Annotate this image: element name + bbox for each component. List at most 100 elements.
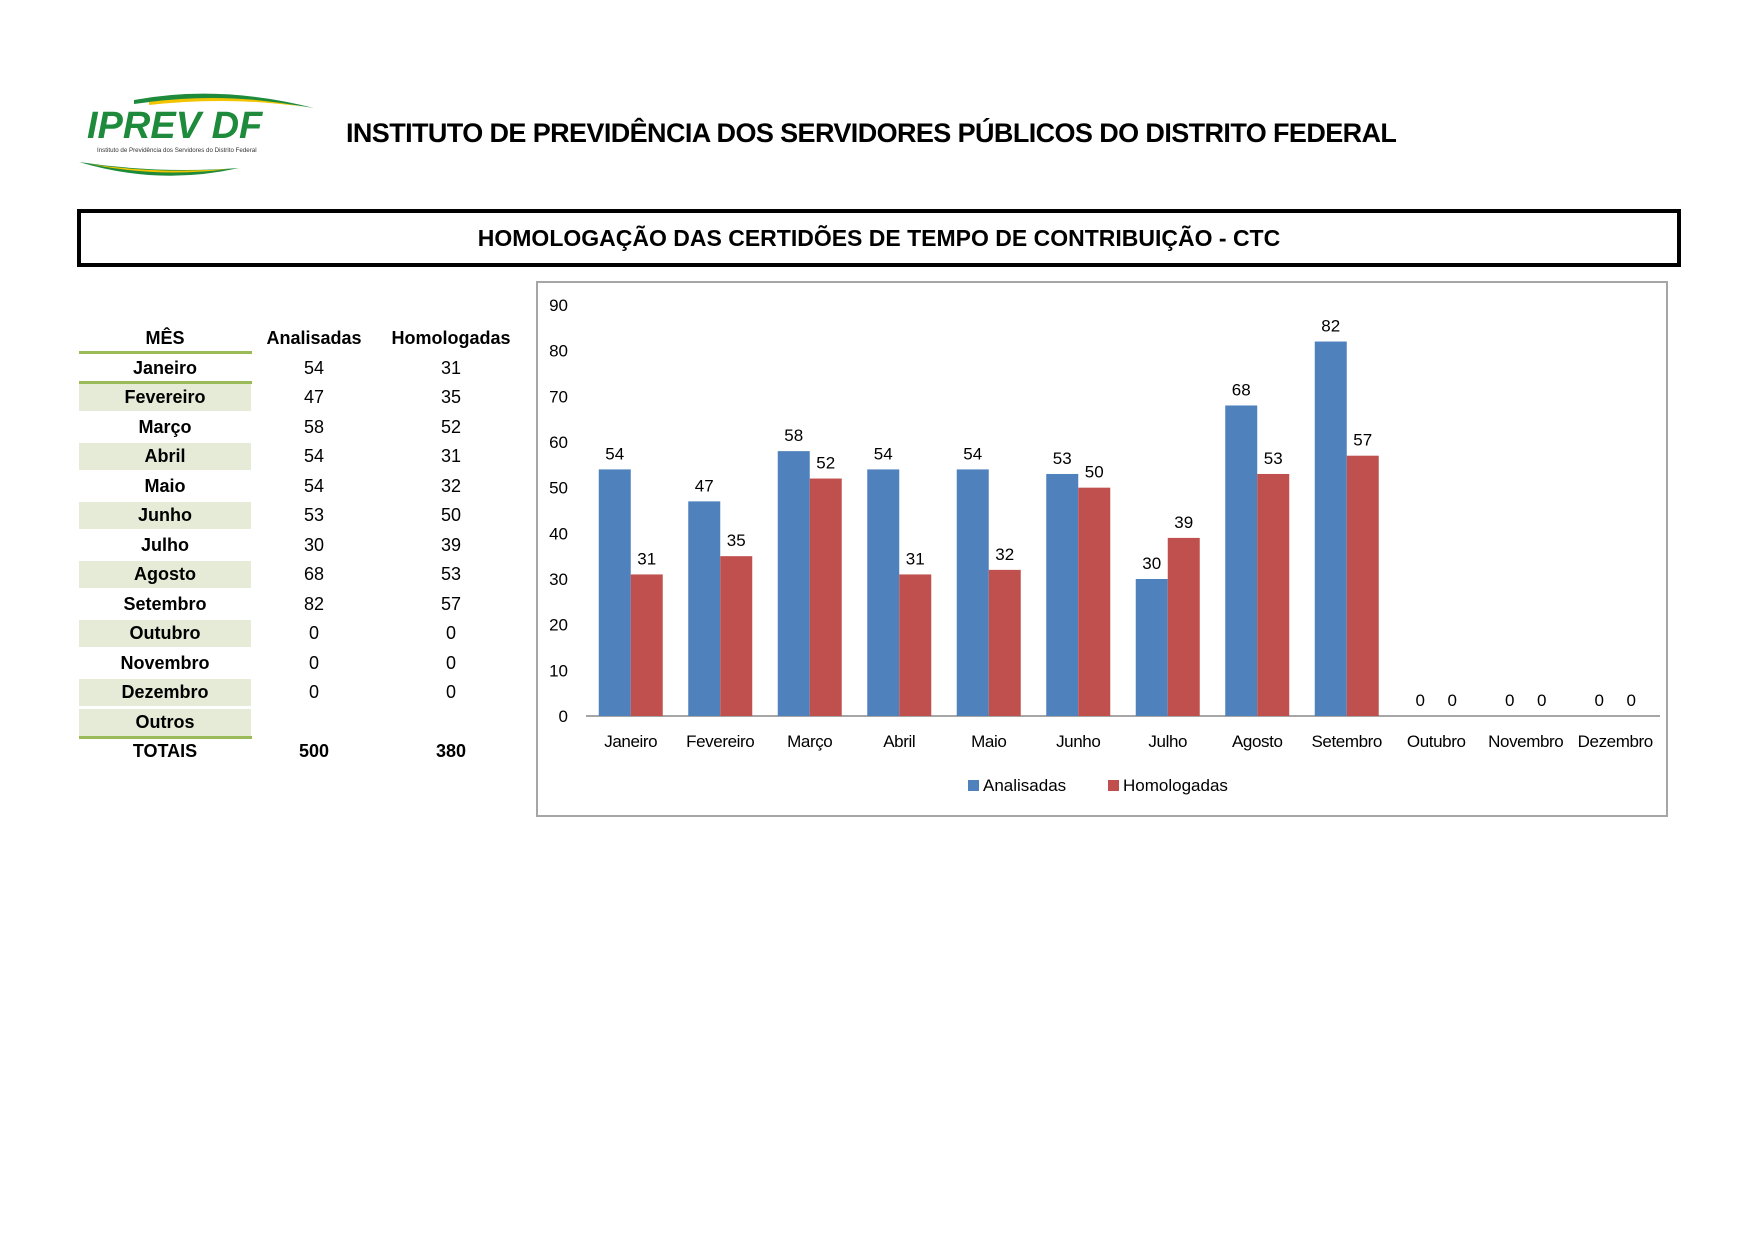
homologadas-cell: 52 bbox=[440, 416, 462, 437]
data-label: 0 bbox=[1505, 691, 1514, 710]
table-divider bbox=[79, 736, 252, 739]
bar-homologadas bbox=[1167, 537, 1200, 716]
homologadas-cell: 32 bbox=[440, 475, 462, 496]
data-label: 47 bbox=[695, 476, 714, 495]
homologadas-cell: 50 bbox=[440, 505, 462, 525]
iprev-df-logo: IPREV DF Instituto de Previdência dos Se… bbox=[79, 93, 314, 176]
x-tick-label: Agosto bbox=[1232, 732, 1283, 751]
homologadas-cell: 0 bbox=[445, 652, 456, 673]
data-label: 57 bbox=[1353, 431, 1372, 450]
analisadas-cell bbox=[255, 709, 373, 736]
y-tick-label: 70 bbox=[549, 387, 568, 406]
month-cell: Fevereiro bbox=[79, 384, 251, 411]
legend-label: Analisadas bbox=[983, 776, 1066, 795]
analisadas-cell: 54 bbox=[303, 357, 325, 378]
month-cell: Setembro bbox=[123, 593, 207, 614]
x-tick-label: Fevereiro bbox=[686, 732, 754, 751]
report-title: HOMOLOGAÇÃO DAS CERTIDÕES DE TEMPO DE CO… bbox=[477, 224, 1281, 251]
homologadas-cell: 31 bbox=[440, 357, 462, 378]
data-label: 0 bbox=[1448, 691, 1457, 710]
y-tick-label: 80 bbox=[549, 342, 568, 361]
data-label: 54 bbox=[874, 444, 893, 463]
legend-swatch-homologadas bbox=[1108, 780, 1119, 791]
month-cell: Novembro bbox=[120, 652, 210, 673]
month-cell: Junho bbox=[79, 502, 251, 529]
x-tick-label: Dezembro bbox=[1578, 732, 1653, 751]
y-tick-label: 10 bbox=[549, 661, 568, 680]
x-tick-label: Novembro bbox=[1488, 732, 1563, 751]
x-tick-label: Março bbox=[787, 732, 832, 751]
table-divider bbox=[79, 351, 252, 354]
data-label: 32 bbox=[995, 545, 1014, 564]
data-label: 0 bbox=[1537, 691, 1546, 710]
bar-analisadas bbox=[1225, 405, 1258, 716]
svg-text:IPREV DF: IPREV DF bbox=[87, 105, 264, 147]
homologadas-cell: 0 bbox=[445, 682, 456, 702]
homologadas-cell: 57 bbox=[440, 593, 462, 614]
table-divider bbox=[79, 381, 252, 384]
homologadas-cell: 39 bbox=[440, 534, 462, 555]
homologadas-cell: Homologadas bbox=[391, 328, 511, 348]
data-label: 82 bbox=[1321, 317, 1340, 336]
chart-svg: 0 10 20 30 40 50 60 70 80 90 Janeiro 54 31 Fevereiro 4… bbox=[549, 296, 1660, 795]
bar-analisadas bbox=[1046, 473, 1079, 716]
month-cell: Abril bbox=[79, 443, 251, 470]
month-cell: Agosto bbox=[79, 561, 251, 588]
x-tick-label: Abril bbox=[883, 732, 915, 751]
month-cell: TOTAIS bbox=[132, 741, 198, 761]
bar-analisadas bbox=[598, 469, 631, 716]
org-title: INSTITUTO DE PREVIDÊNCIA DOS SERVIDORES … bbox=[346, 118, 1397, 148]
month-cell: Janeiro bbox=[132, 357, 198, 378]
bar-homologadas bbox=[988, 569, 1021, 716]
bar-homologadas bbox=[1257, 473, 1290, 716]
report-title-box: HOMOLOGAÇÃO DAS CERTIDÕES DE TEMPO DE CO… bbox=[77, 209, 1681, 267]
x-tick-label: Maio bbox=[971, 732, 1006, 751]
homologadas-cell: 0 bbox=[445, 623, 456, 643]
bar-chart: 0 10 20 30 40 50 60 70 80 90 Janeiro 54 31 Fevereiro 4… bbox=[536, 281, 1668, 817]
bar-analisadas bbox=[1135, 579, 1168, 716]
data-label: 0 bbox=[1627, 691, 1636, 710]
x-tick-label: Junho bbox=[1056, 732, 1100, 751]
y-tick-label: 90 bbox=[549, 296, 568, 315]
legend-label: Homologadas bbox=[1123, 776, 1228, 795]
y-tick-label: 40 bbox=[549, 524, 568, 543]
month-cell: Maio bbox=[144, 475, 186, 496]
x-tick-label: Janeiro bbox=[604, 732, 657, 751]
bar-analisadas bbox=[777, 451, 810, 716]
analisadas-cell: 82 bbox=[303, 593, 325, 614]
legend-swatch-analisadas bbox=[968, 780, 979, 791]
bar-homologadas bbox=[1078, 487, 1111, 716]
x-tick-label: Setembro bbox=[1311, 732, 1382, 751]
analisadas-cell: 54 bbox=[303, 446, 325, 466]
bar-homologadas bbox=[1346, 455, 1379, 716]
data-label: 54 bbox=[605, 444, 624, 463]
analisadas-cell: 0 bbox=[308, 652, 319, 673]
analisadas-cell: 53 bbox=[303, 505, 325, 525]
month-cell: Dezembro bbox=[79, 679, 251, 706]
y-tick-label: 50 bbox=[549, 479, 568, 498]
bar-homologadas bbox=[899, 574, 932, 716]
data-label: 68 bbox=[1232, 380, 1251, 399]
data-label: 0 bbox=[1416, 691, 1425, 710]
homologadas-cell: 35 bbox=[440, 387, 462, 407]
bar-homologadas bbox=[809, 478, 842, 716]
data-label: 31 bbox=[906, 549, 925, 568]
homologadas-cell: 380 bbox=[435, 741, 467, 761]
data-label: 39 bbox=[1174, 513, 1193, 532]
analisadas-cell: 0 bbox=[308, 682, 319, 702]
bar-homologadas bbox=[630, 574, 663, 716]
data-label: 30 bbox=[1142, 554, 1161, 573]
y-tick-label: 0 bbox=[559, 707, 568, 726]
svg-text:Instituto de Previdência dos S: Instituto de Previdência dos Servidores … bbox=[97, 147, 257, 154]
month-cell: Outros bbox=[79, 708, 251, 736]
analisadas-cell: 0 bbox=[308, 623, 319, 643]
homologadas-cell: 53 bbox=[440, 564, 462, 584]
x-tick-label: Outubro bbox=[1407, 732, 1466, 751]
data-label: 50 bbox=[1085, 463, 1104, 482]
data-label: 54 bbox=[963, 444, 982, 463]
data-label: 31 bbox=[637, 549, 656, 568]
data-label: 52 bbox=[816, 454, 835, 473]
data-label: 0 bbox=[1595, 691, 1604, 710]
analisadas-cell: 30 bbox=[303, 534, 325, 555]
month-cell: MÊS bbox=[145, 328, 185, 348]
